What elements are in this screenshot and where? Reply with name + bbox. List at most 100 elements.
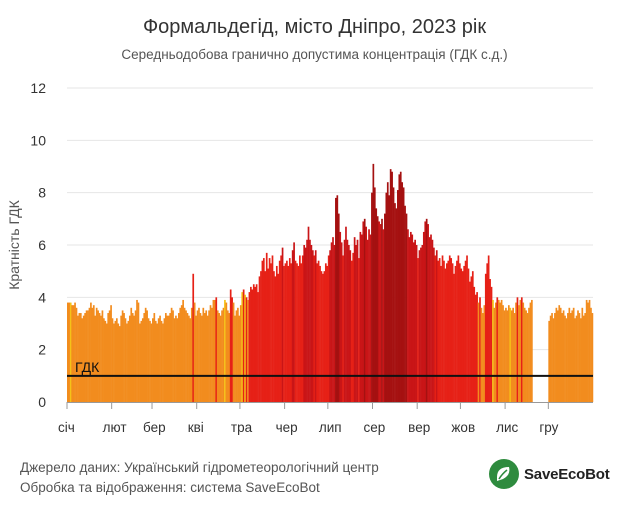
bar xyxy=(322,273,324,402)
bar xyxy=(422,231,425,402)
bar xyxy=(360,234,363,402)
bar xyxy=(281,247,284,402)
bar xyxy=(418,250,421,402)
bar xyxy=(77,315,79,402)
bar xyxy=(300,263,303,402)
bar xyxy=(378,221,380,402)
bar xyxy=(443,260,445,402)
bar xyxy=(317,260,320,402)
bar xyxy=(466,255,468,402)
bar xyxy=(509,307,512,402)
bar xyxy=(124,318,127,402)
bar xyxy=(515,302,517,402)
bar xyxy=(346,239,349,402)
bar xyxy=(202,307,205,402)
bar xyxy=(526,313,529,402)
bar xyxy=(98,313,101,402)
bar xyxy=(294,260,297,402)
y-tick-label: 8 xyxy=(38,185,46,201)
bar xyxy=(103,318,105,402)
y-tick-label: 6 xyxy=(38,237,46,253)
bar xyxy=(558,305,561,402)
bar xyxy=(482,313,484,402)
bar xyxy=(329,250,331,402)
bar xyxy=(451,263,454,402)
bar xyxy=(107,313,110,402)
bar xyxy=(209,305,212,402)
bar xyxy=(343,239,346,402)
bar xyxy=(297,265,300,402)
bar xyxy=(114,320,117,402)
bar xyxy=(456,260,458,402)
bar xyxy=(326,265,329,402)
bar xyxy=(523,307,526,402)
bar xyxy=(162,323,164,402)
bar xyxy=(175,315,177,402)
bar xyxy=(551,313,553,402)
bar xyxy=(198,307,200,402)
bar xyxy=(250,286,252,402)
bar xyxy=(458,263,461,402)
bar xyxy=(179,307,182,402)
bar xyxy=(464,260,467,402)
bar xyxy=(467,268,470,402)
bar xyxy=(150,323,153,402)
bar xyxy=(169,313,172,402)
bar xyxy=(218,313,221,402)
bar xyxy=(409,231,412,402)
bar xyxy=(140,320,143,402)
bar xyxy=(278,260,281,402)
x-tick-label: лис xyxy=(496,420,518,435)
bar xyxy=(492,299,494,402)
bar xyxy=(376,216,379,402)
bar xyxy=(248,292,251,402)
bar xyxy=(582,315,585,402)
bar xyxy=(137,302,140,402)
bar xyxy=(382,229,385,402)
bar xyxy=(339,231,342,402)
bar xyxy=(101,310,104,402)
bar xyxy=(231,297,233,402)
bar xyxy=(323,271,326,402)
bar xyxy=(270,263,272,402)
chart-subtitle: Середньодобова гранично допустима концен… xyxy=(121,47,508,62)
bar xyxy=(95,307,98,402)
bar xyxy=(548,320,551,402)
bar xyxy=(332,237,334,402)
y-tick-label: 2 xyxy=(38,342,46,358)
bar xyxy=(258,276,261,402)
bar xyxy=(549,315,552,402)
y-axis-label: Кратність ГДК xyxy=(6,199,22,289)
bar xyxy=(389,169,392,402)
bar xyxy=(437,260,440,402)
bar xyxy=(369,234,372,402)
bar xyxy=(313,255,316,402)
x-tick-label: бер xyxy=(143,420,166,435)
bar xyxy=(470,276,473,402)
bar xyxy=(340,242,343,402)
bar xyxy=(348,245,350,402)
bar xyxy=(373,187,376,402)
bar xyxy=(84,313,86,402)
bar xyxy=(434,255,437,402)
bar xyxy=(578,313,581,402)
bar xyxy=(81,318,84,402)
bar xyxy=(293,242,295,402)
bar xyxy=(415,245,418,402)
bar xyxy=(164,313,167,402)
bar xyxy=(180,305,183,402)
chart-title: Формальдегід, місто Дніпро, 2023 рік xyxy=(142,16,487,38)
bar xyxy=(368,229,370,402)
bar xyxy=(170,307,173,402)
saveecobot-logo[interactable]: SaveEcoBot xyxy=(489,459,610,489)
bar xyxy=(213,299,216,402)
bar xyxy=(111,318,114,402)
gdk-reference-label: ГДК xyxy=(75,359,100,375)
x-tick-label: тра xyxy=(231,420,253,435)
bar xyxy=(430,234,432,402)
bar xyxy=(417,258,419,402)
bar xyxy=(203,313,206,402)
bar xyxy=(211,307,213,402)
bar xyxy=(350,260,353,402)
bar xyxy=(438,258,441,402)
